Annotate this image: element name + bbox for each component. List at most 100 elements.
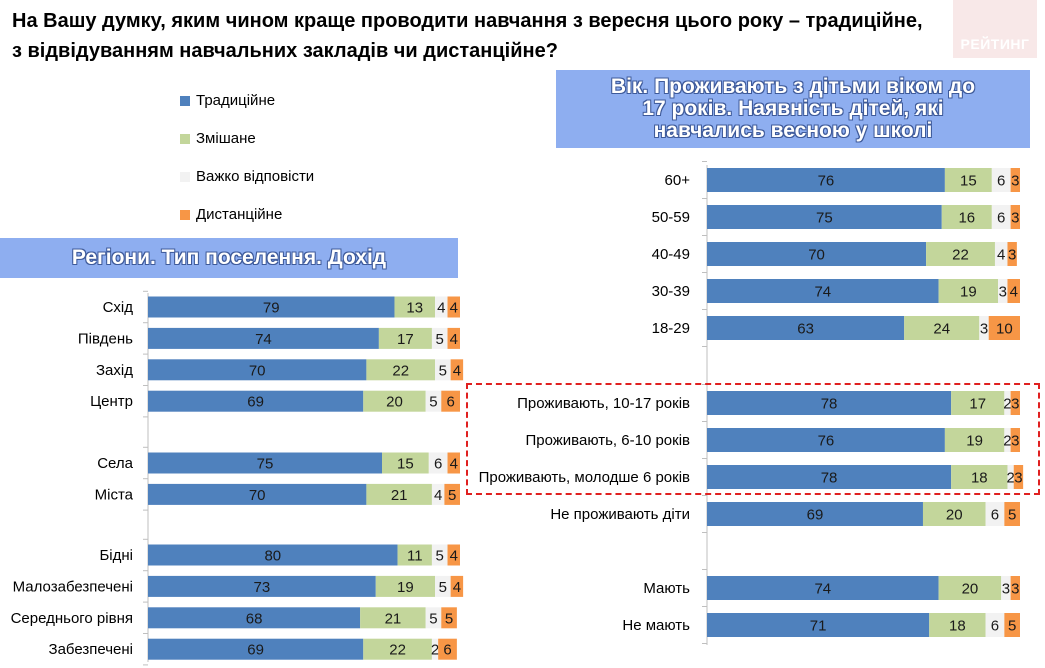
bar-segment-traditional <box>148 638 364 660</box>
legend-swatch <box>180 210 190 220</box>
title-line-2: з відвідуванням навчальних закладів чи д… <box>12 40 558 62</box>
data-label-mixed: 21 <box>385 610 402 627</box>
right-header-line-3: навчались весною у школі <box>653 119 933 142</box>
data-label-mixed: 24 <box>933 321 950 338</box>
data-label-hard-to-answer: 6 <box>434 456 442 473</box>
category-label: Проживають, 6-10 років <box>525 432 690 449</box>
data-label-traditional: 70 <box>249 362 266 379</box>
data-label-mixed: 19 <box>966 433 983 450</box>
bar-segment-distance <box>441 607 457 629</box>
data-label-distance: 6 <box>446 394 454 411</box>
bar-segment-distance <box>441 390 460 412</box>
data-label-hard-to-answer: 3 <box>999 284 1007 301</box>
bar-segment-hard-to-answer <box>991 205 1011 229</box>
bar-segment-mixed <box>904 316 980 340</box>
bar-segment-distance <box>1013 465 1024 489</box>
data-label-hard-to-answer: 6 <box>991 507 999 524</box>
data-label-hard-to-answer: 3 <box>980 321 988 338</box>
data-label-hard-to-answer: 5 <box>436 331 444 348</box>
bar-segment-traditional <box>707 502 923 526</box>
legend-swatch <box>180 134 190 144</box>
bar-segment-traditional <box>148 607 361 629</box>
data-label-hard-to-answer: 2 <box>1003 396 1011 413</box>
bar-segment-hard-to-answer <box>435 296 448 318</box>
data-label-traditional: 68 <box>246 610 263 627</box>
bar-segment-distance <box>1010 576 1020 600</box>
bar-segment-mixed <box>375 575 436 597</box>
bar-segment-mixed <box>938 576 1002 600</box>
legend-label: Важко відповісти <box>196 168 315 185</box>
bar-segment-traditional <box>707 391 952 415</box>
data-label-distance: 3 <box>1011 433 1019 450</box>
bar-segment-mixed <box>366 483 432 505</box>
bar-segment-distance <box>1010 428 1020 452</box>
bar-segment-mixed <box>363 638 432 660</box>
category-label: Проживають, молодше 6 років <box>479 469 690 486</box>
bar-segment-traditional <box>148 544 398 566</box>
data-label-mixed: 17 <box>397 331 414 348</box>
bar-segment-hard-to-answer <box>1004 391 1011 415</box>
bar-segment-hard-to-answer <box>431 638 439 660</box>
data-label-hard-to-answer: 4 <box>434 487 442 504</box>
bar-segment-distance <box>450 575 464 597</box>
bar-segment-mixed <box>944 428 1005 452</box>
bar-segment-traditional <box>148 575 376 597</box>
right-section-header: Вік. Проживають з дітьми віком до 17 рок… <box>556 70 1030 148</box>
data-label-traditional: 71 <box>810 618 827 635</box>
bar-segment-traditional <box>707 465 952 489</box>
bar-segment-mixed <box>938 279 999 303</box>
bar-segment-hard-to-answer <box>428 452 448 474</box>
bar-segment-mixed <box>951 391 1005 415</box>
data-label-traditional: 63 <box>797 321 814 338</box>
data-label-hard-to-answer: 5 <box>436 548 444 565</box>
data-label-distance: 5 <box>445 610 453 627</box>
bar-segment-mixed <box>378 327 432 349</box>
bar-segment-traditional <box>707 205 942 229</box>
data-label-hard-to-answer: 3 <box>1002 581 1010 598</box>
data-label-traditional: 79 <box>263 300 280 317</box>
bar-segment-traditional <box>707 613 930 637</box>
data-label-mixed: 13 <box>406 300 423 317</box>
bar-segment-distance <box>1010 391 1020 415</box>
bar-segment-distance <box>1004 502 1020 526</box>
data-label-traditional: 69 <box>247 394 264 411</box>
bar-segment-mixed <box>382 452 429 474</box>
bar-segment-hard-to-answer <box>979 316 989 340</box>
bar-segment-traditional <box>148 359 367 381</box>
bar-segment-hard-to-answer <box>1004 428 1011 452</box>
bar-segment-traditional <box>707 428 945 452</box>
data-label-traditional: 74 <box>255 331 272 348</box>
data-label-traditional: 78 <box>821 396 838 413</box>
category-label: 60+ <box>665 172 691 189</box>
bar-segment-hard-to-answer <box>431 483 445 505</box>
category-label: Схід <box>103 299 134 316</box>
left-section-header: Регіони. Тип поселення. Дохід <box>0 238 458 278</box>
data-label-hard-to-answer: 6 <box>991 618 999 635</box>
legend-swatch <box>180 96 190 106</box>
data-label-distance: 10 <box>996 321 1013 338</box>
data-label-distance: 3 <box>1011 210 1019 227</box>
bar-segment-hard-to-answer <box>1007 465 1014 489</box>
bar-segment-distance <box>1007 242 1017 266</box>
bar-segment-mixed <box>944 168 992 192</box>
bar-segment-traditional <box>707 242 927 266</box>
data-label-mixed: 22 <box>952 247 969 264</box>
bar-segment-distance <box>444 483 460 505</box>
data-label-distance: 4 <box>450 548 458 565</box>
legend-label: Дистанційне <box>196 206 283 223</box>
category-label: Села <box>97 455 133 472</box>
bar-segment-distance <box>447 452 460 474</box>
data-label-mixed: 22 <box>392 362 409 379</box>
data-label-traditional: 75 <box>257 456 274 473</box>
bar-segment-distance <box>450 359 464 381</box>
data-label-mixed: 15 <box>397 456 414 473</box>
legend-swatch <box>180 172 190 182</box>
highlight-dashed-box <box>466 383 1040 495</box>
data-label-mixed: 20 <box>946 507 963 524</box>
data-label-mixed: 15 <box>960 173 977 190</box>
data-label-hard-to-answer: 5 <box>439 579 447 596</box>
data-label-distance: 4 <box>450 300 458 317</box>
data-label-mixed: 17 <box>969 396 986 413</box>
data-label-mixed: 18 <box>949 618 966 635</box>
